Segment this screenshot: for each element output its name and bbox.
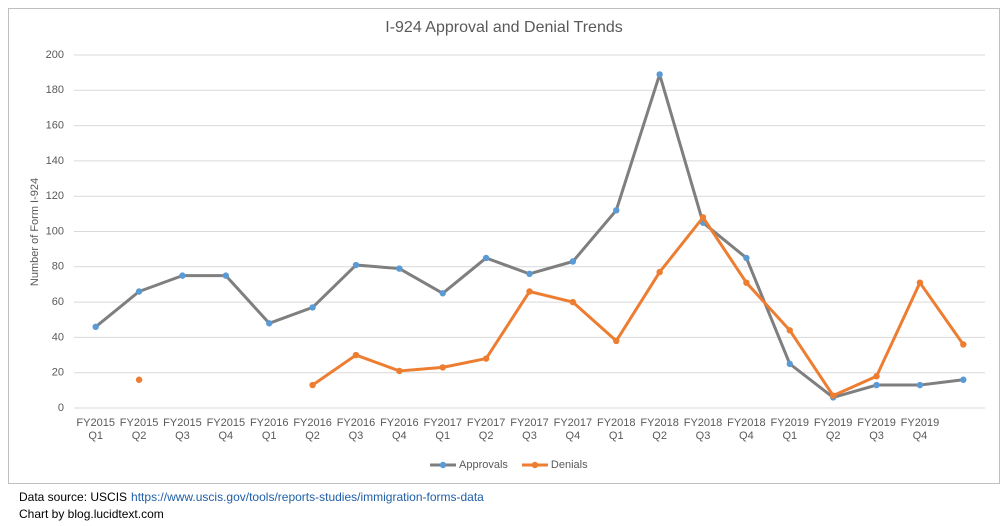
y-axis-label: Number of Form I-924: [29, 178, 41, 286]
data-point: [482, 254, 490, 262]
x-tick-label: FY2018 Q1: [596, 417, 636, 442]
y-tick-label: 60: [52, 296, 64, 308]
x-tick-label: FY2017 Q4: [553, 417, 593, 442]
data-point: [92, 323, 99, 331]
data-point: [656, 71, 663, 78]
data-point: [526, 288, 533, 295]
data-point: [916, 279, 924, 286]
data-point: [352, 351, 360, 359]
x-tick-label: FY2016 Q1: [249, 417, 289, 442]
x-tick-label: FY2017 Q2: [466, 417, 506, 442]
x-tick-label: FY2015 Q2: [119, 417, 159, 442]
x-tick-label: FY2015 Q4: [206, 417, 246, 442]
chart-border: [8, 8, 1000, 484]
data-point: [743, 279, 750, 286]
source-line: Data source: USCIS https://www.uscis.gov/…: [19, 489, 484, 506]
footer: Data source: USCIS https://www.uscis.gov/…: [19, 489, 484, 523]
data-point: [699, 214, 707, 221]
x-tick-label: FY2016 Q3: [336, 417, 376, 442]
x-tick-label: FY2016 Q4: [380, 417, 419, 442]
data-point: [873, 373, 880, 380]
y-tick-label: 180: [46, 84, 64, 96]
x-tick-label: FY2018 Q2: [640, 417, 679, 442]
credit: Chart by blog.lucidtext.com: [19, 507, 164, 521]
chart-title: I-924 Approval and Denial Trends: [385, 19, 622, 36]
data-point: [960, 341, 967, 348]
data-point: [309, 381, 316, 389]
y-tick-label: 100: [46, 225, 64, 237]
data-point: [829, 392, 837, 399]
x-tick-label: FY2017 Q3: [510, 417, 549, 442]
data-point: [569, 298, 577, 306]
data-point: [135, 288, 143, 295]
data-point: [352, 261, 360, 269]
legend-marker: [531, 461, 539, 469]
data-point: [613, 207, 620, 214]
data-point: [613, 337, 620, 345]
data-point: [135, 376, 143, 383]
data-point: [526, 270, 533, 278]
y-tick-label: 40: [52, 331, 64, 343]
y-tick-label: 120: [46, 190, 64, 202]
data-point: [569, 258, 577, 265]
y-tick-label: 200: [46, 49, 64, 61]
data-point: [656, 268, 663, 276]
data-point: [222, 272, 230, 279]
y-tick-label: 20: [52, 367, 64, 379]
data-point: [482, 355, 490, 362]
data-point: [266, 320, 273, 327]
legend-marker: [439, 461, 447, 469]
data-point: [786, 327, 793, 334]
x-tick-label: FY2016 Q2: [293, 417, 332, 442]
x-tick-label: FY2018 Q3: [683, 417, 723, 442]
x-tick-label: FY2017 Q1: [423, 417, 462, 442]
data-point: [439, 364, 446, 371]
source-label: Data source: USCIS: [19, 490, 128, 504]
y-tick-label: 140: [46, 155, 64, 167]
data-point: [179, 272, 186, 279]
data-point: [786, 360, 793, 368]
data-point: [916, 381, 924, 389]
legend-label: Approvals: [459, 459, 508, 471]
x-tick-label: FY2015 Q1: [76, 417, 115, 442]
x-tick-label: FY2018 Q4: [727, 417, 766, 442]
y-tick-label: 80: [52, 261, 64, 273]
data-point: [960, 376, 967, 383]
data-point: [873, 381, 880, 389]
x-tick-label: FY2019 Q2: [813, 417, 853, 442]
data-point: [396, 367, 403, 375]
series-line: [311, 215, 965, 398]
data-point: [743, 254, 750, 262]
data-point: [439, 290, 446, 297]
legend-label: Denials: [551, 459, 588, 471]
data-point: [396, 265, 403, 272]
x-tick-label: FY2019 Q1: [770, 417, 810, 442]
x-tick-label: FY2019 Q4: [900, 417, 940, 442]
source-link[interactable]: https://www.uscis.gov/tools/reports-stud…: [131, 490, 484, 504]
y-tick-label: 160: [46, 120, 64, 132]
x-tick-label: FY2015 Q3: [163, 417, 202, 442]
x-tick-label: FY2019 Q3: [857, 417, 896, 442]
data-point: [309, 304, 316, 311]
y-tick-label: 0: [58, 402, 64, 414]
